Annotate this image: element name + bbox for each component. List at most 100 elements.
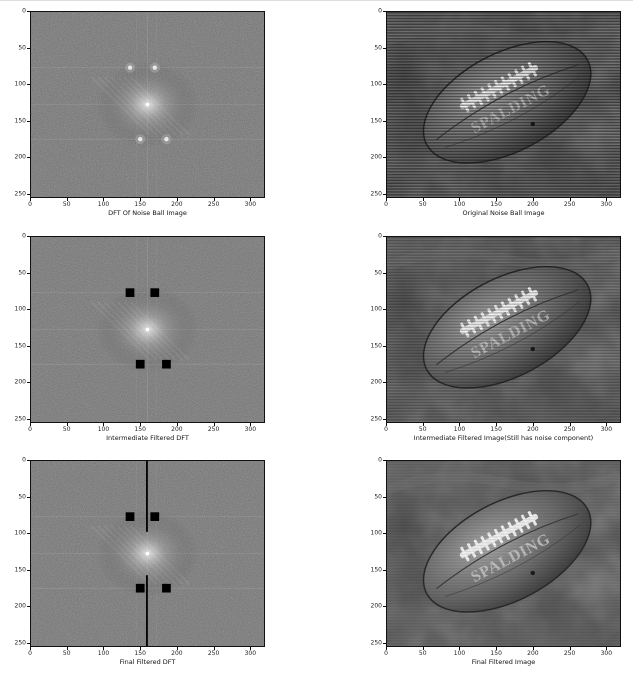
x-tick-label: 200 xyxy=(171,201,183,208)
x-tick-mark xyxy=(30,198,31,201)
y-tick-mark xyxy=(27,606,30,608)
y-tick-label: 250 xyxy=(14,415,26,423)
x-tick-label: 200 xyxy=(171,426,183,433)
y-tick-mark xyxy=(27,11,30,12)
x-tick-label: 100 xyxy=(453,650,466,657)
y-tick-mark xyxy=(27,47,30,49)
x-tick-mark xyxy=(103,647,105,650)
x-tick-mark xyxy=(459,647,461,650)
x-tick-label: 50 xyxy=(418,201,427,208)
x-tick-label: 100 xyxy=(453,201,466,208)
x-tick-label: 250 xyxy=(207,201,220,208)
x-tick-label: 200 xyxy=(171,650,183,657)
y-tick-label: 100 xyxy=(14,305,26,313)
y-tick-label: 150 xyxy=(14,566,26,574)
x-tick-mark xyxy=(30,647,31,650)
y-tick-label: 250 xyxy=(370,415,382,423)
x-tick-label: 150 xyxy=(134,650,146,657)
panel-caption: Intermediate Filtered Image(Still has no… xyxy=(413,434,594,442)
y-tick-mark xyxy=(27,569,30,571)
y-tick-label: 50 xyxy=(374,493,382,501)
x-tick-mark xyxy=(66,423,68,426)
panel-caption: Final Filtered DFT xyxy=(119,658,176,666)
y-tick-label: 150 xyxy=(370,342,382,350)
y-tick-label: 100 xyxy=(14,529,26,537)
y-tick-mark xyxy=(27,345,30,347)
y-tick-mark xyxy=(383,606,386,608)
y-tick-label: 200 xyxy=(370,378,382,386)
x-tick-mark xyxy=(140,198,142,201)
x-tick-label: 300 xyxy=(600,650,613,657)
dft-spectrum-image xyxy=(30,460,265,647)
y-tick-mark xyxy=(27,418,30,420)
x-tick-label: 300 xyxy=(244,650,257,657)
x-tick-label: 50 xyxy=(62,201,71,208)
x-tick-mark xyxy=(459,198,461,201)
top-divider xyxy=(0,0,633,1)
y-tick-mark xyxy=(27,120,30,122)
football-image: SPALDING xyxy=(386,236,621,423)
x-tick-mark xyxy=(386,423,387,426)
x-tick-mark xyxy=(213,647,215,650)
x-tick-label: 250 xyxy=(563,426,576,433)
y-tick-mark xyxy=(383,11,386,12)
x-tick-mark xyxy=(569,647,571,650)
y-tick-mark xyxy=(27,84,30,86)
x-tick-label: 100 xyxy=(453,426,466,433)
x-tick-mark xyxy=(422,647,424,650)
football-image: SPALDING xyxy=(386,11,621,198)
x-tick-label: 300 xyxy=(600,426,613,433)
y-tick-label: 150 xyxy=(14,117,26,125)
y-tick-mark xyxy=(383,460,386,461)
y-tick-label: 0 xyxy=(22,7,26,15)
x-tick-mark xyxy=(422,423,424,426)
x-tick-mark xyxy=(176,198,178,201)
y-tick-mark xyxy=(383,47,386,49)
y-tick-label: 0 xyxy=(378,456,382,464)
y-tick-label: 50 xyxy=(374,269,382,277)
x-tick-label: 0 xyxy=(384,201,388,208)
y-tick-label: 0 xyxy=(22,456,26,464)
x-tick-mark xyxy=(176,647,178,650)
x-tick-label: 200 xyxy=(527,201,539,208)
y-tick-mark xyxy=(383,193,386,195)
x-tick-mark xyxy=(250,647,252,650)
x-tick-mark xyxy=(250,423,252,426)
x-tick-label: 300 xyxy=(244,201,257,208)
x-tick-label: 150 xyxy=(490,426,502,433)
x-tick-mark xyxy=(532,198,534,201)
x-tick-label: 250 xyxy=(207,426,220,433)
y-tick-label: 200 xyxy=(14,378,26,386)
x-tick-mark xyxy=(103,198,105,201)
y-tick-mark xyxy=(383,236,386,237)
y-tick-mark xyxy=(27,642,30,644)
y-tick-mark xyxy=(27,460,30,461)
y-tick-label: 0 xyxy=(378,232,382,240)
x-tick-label: 0 xyxy=(384,426,388,433)
y-tick-mark xyxy=(383,642,386,644)
x-tick-label: 50 xyxy=(62,426,71,433)
y-tick-label: 250 xyxy=(370,639,382,647)
y-tick-mark xyxy=(27,236,30,237)
y-tick-label: 250 xyxy=(370,190,382,198)
x-tick-label: 0 xyxy=(28,426,32,433)
x-tick-label: 0 xyxy=(28,201,32,208)
y-tick-label: 150 xyxy=(14,342,26,350)
x-tick-label: 150 xyxy=(490,650,502,657)
y-tick-label: 50 xyxy=(18,44,26,52)
x-tick-mark xyxy=(606,423,608,426)
x-tick-mark xyxy=(66,198,68,201)
y-tick-mark xyxy=(383,569,386,571)
y-tick-mark xyxy=(383,418,386,420)
y-tick-mark xyxy=(383,496,386,498)
x-tick-mark xyxy=(422,198,424,201)
x-tick-mark xyxy=(66,647,68,650)
x-tick-mark xyxy=(606,647,608,650)
x-tick-mark xyxy=(140,423,142,426)
panel-caption: Intermediate Filtered DFT xyxy=(106,434,189,442)
y-tick-mark xyxy=(383,382,386,384)
y-tick-label: 50 xyxy=(18,493,26,501)
y-tick-mark xyxy=(383,345,386,347)
x-tick-mark xyxy=(496,198,498,201)
